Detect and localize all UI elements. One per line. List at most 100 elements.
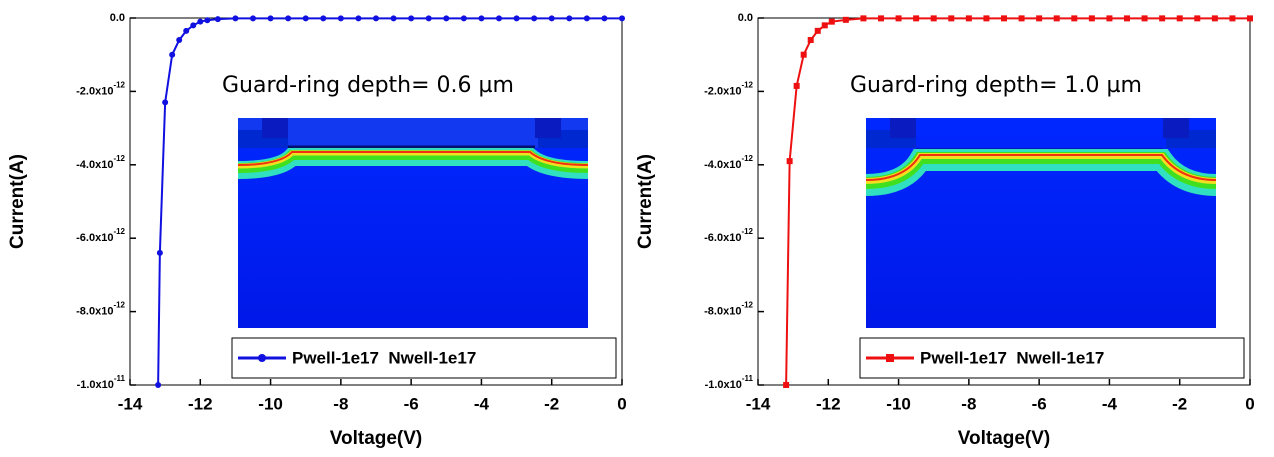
marker: [1194, 15, 1201, 22]
y-tick-label: 0.0: [110, 12, 125, 24]
marker: [793, 82, 800, 89]
marker: [783, 382, 790, 388]
y-tick-label: -2.0x10-12: [76, 81, 125, 98]
marker: [828, 18, 835, 25]
x-tick-label: -12: [816, 394, 841, 413]
marker: [1141, 15, 1148, 22]
y-axis-title: Current(A): [7, 154, 28, 249]
y-tick-label: -2.0x10-12: [704, 81, 753, 98]
x-tick-label: -10: [258, 394, 283, 413]
x-tick-label: -14: [118, 394, 143, 413]
marker: [337, 15, 344, 22]
marker: [895, 15, 902, 22]
marker: [786, 158, 793, 165]
marker: [302, 15, 309, 22]
marker: [531, 15, 538, 22]
marker: [1036, 15, 1043, 22]
x-axis-title: Voltage(V): [958, 428, 1051, 449]
legend-label: Pwell-1e17 Nwell-1e17: [292, 348, 476, 367]
marker: [204, 17, 211, 24]
y-tick-label: -8.0x10-12: [76, 301, 125, 318]
marker: [320, 15, 327, 22]
marker: [390, 15, 397, 22]
marker: [821, 22, 828, 29]
plot-area: [155, 15, 625, 388]
marker: [232, 15, 239, 22]
marker: [1071, 15, 1078, 22]
x-tick-label: -4: [1102, 394, 1118, 413]
x-tick-label: 0: [1245, 394, 1254, 413]
x-tick-label: -10: [886, 394, 911, 413]
legend-marker: [258, 354, 266, 362]
marker: [965, 15, 972, 22]
marker: [601, 15, 608, 22]
x-tick-label: -6: [1032, 394, 1047, 413]
marker: [566, 15, 573, 22]
x-tick-label: -2: [1172, 394, 1187, 413]
marker: [513, 15, 520, 22]
x-axis-title: Voltage(V): [330, 428, 423, 449]
legend-label: Pwell-1e17 Nwell-1e17: [920, 348, 1104, 367]
marker: [496, 15, 502, 22]
marker: [1247, 15, 1253, 22]
marker: [1106, 15, 1113, 22]
x-tick-label: -12: [188, 394, 213, 413]
y-tick-label: -4.0x10-12: [76, 154, 125, 171]
annotation: Guard-ring depth= 0.6 µm: [222, 73, 514, 98]
y-axis-title: Current(A): [635, 154, 656, 249]
marker: [267, 15, 274, 22]
marker: [197, 18, 204, 25]
x-tick-label: -4: [474, 394, 490, 413]
x-tick-label: -8: [961, 394, 976, 413]
marker: [1001, 15, 1007, 22]
marker: [214, 16, 221, 23]
y-tick-label: -6.0x10-12: [704, 227, 753, 244]
marker: [807, 37, 814, 44]
marker: [443, 15, 450, 22]
x-tick-label: -14: [746, 394, 771, 413]
y-tick-label: -1.0x10-11: [705, 374, 754, 391]
marker: [842, 16, 849, 23]
y-tick-label: 0.0: [738, 12, 753, 24]
marker: [425, 15, 432, 22]
marker: [800, 51, 807, 58]
marker: [1211, 15, 1218, 22]
marker: [930, 15, 937, 22]
marker: [183, 27, 190, 34]
marker: [285, 15, 292, 22]
x-tick-label: -6: [404, 394, 419, 413]
y-tick-label: -1.0x10-11: [77, 374, 126, 391]
y-tick-label: -6.0x10-12: [76, 227, 125, 244]
marker: [1088, 15, 1095, 22]
marker: [619, 15, 625, 22]
marker: [460, 15, 467, 22]
marker: [373, 15, 379, 22]
marker: [1229, 15, 1236, 22]
marker: [1053, 15, 1060, 22]
marker: [156, 249, 163, 256]
legend-box: [231, 337, 617, 379]
annotation: Guard-ring depth= 1.0 µm: [850, 73, 1142, 98]
inset-2: [865, 118, 1217, 328]
marker: [1124, 15, 1130, 22]
marker: [176, 37, 183, 44]
marker: [190, 22, 197, 29]
x-tick-label: -2: [544, 394, 559, 413]
marker: [478, 15, 485, 22]
marker: [878, 15, 884, 22]
marker: [583, 15, 590, 22]
marker: [913, 15, 920, 22]
legend-box: [859, 337, 1245, 379]
inset-1: [237, 118, 589, 328]
legend-marker: [886, 354, 894, 362]
marker: [548, 15, 555, 22]
x-tick-label: -8: [333, 394, 348, 413]
y-tick-label: -8.0x10-12: [704, 301, 753, 318]
marker: [1018, 15, 1025, 22]
marker: [250, 15, 256, 22]
plot-area: [783, 15, 1253, 388]
marker: [355, 15, 362, 22]
marker: [162, 99, 169, 106]
y-tick-label: -4.0x10-12: [704, 154, 753, 171]
